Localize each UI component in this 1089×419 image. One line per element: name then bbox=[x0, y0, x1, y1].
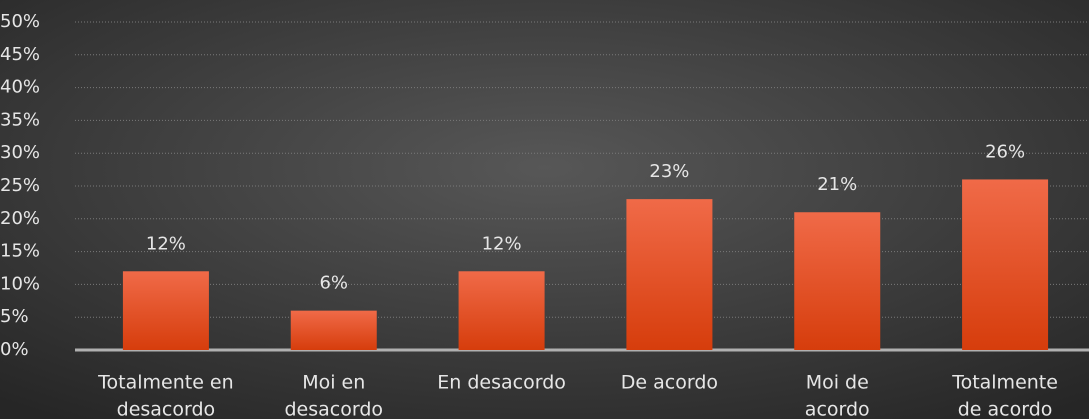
y-tick-label: 15% bbox=[0, 241, 40, 262]
bar bbox=[794, 212, 881, 350]
x-tick-label: de acordo bbox=[958, 399, 1053, 419]
value-label: 21% bbox=[817, 174, 857, 195]
x-tick-label: En desacordo bbox=[437, 372, 566, 394]
y-tick-label: 45% bbox=[0, 44, 40, 65]
value-label: 26% bbox=[985, 141, 1025, 162]
x-tick-label: acordo bbox=[805, 399, 870, 419]
x-tick-label: Moi de bbox=[806, 372, 869, 394]
bar bbox=[290, 310, 377, 350]
y-tick-label: 5% bbox=[0, 306, 29, 327]
value-label: 23% bbox=[649, 161, 689, 182]
value-label: 12% bbox=[146, 233, 186, 254]
y-tick-label: 20% bbox=[0, 208, 40, 229]
y-tick-label: 25% bbox=[0, 175, 40, 196]
bar bbox=[626, 199, 713, 350]
y-tick-label: 10% bbox=[0, 273, 40, 294]
y-tick-label: 40% bbox=[0, 77, 40, 98]
value-label: 12% bbox=[482, 233, 522, 254]
bar bbox=[122, 271, 209, 350]
bar bbox=[458, 271, 545, 350]
x-tick-label: De acordo bbox=[621, 372, 718, 394]
x-tick-label: Totalmente en bbox=[97, 372, 234, 394]
value-label: 6% bbox=[319, 273, 348, 294]
y-tick-label: 50% bbox=[0, 11, 40, 32]
bar bbox=[962, 179, 1049, 350]
x-tick-label: Moi en bbox=[302, 372, 365, 394]
y-tick-label: 0% bbox=[0, 339, 29, 360]
x-tick-label: desacordo bbox=[117, 399, 216, 419]
x-tick-label: desacordo bbox=[284, 399, 383, 419]
y-tick-label: 35% bbox=[0, 109, 40, 130]
y-tick-label: 30% bbox=[0, 142, 40, 163]
x-tick-label: Totalmente bbox=[951, 372, 1058, 394]
